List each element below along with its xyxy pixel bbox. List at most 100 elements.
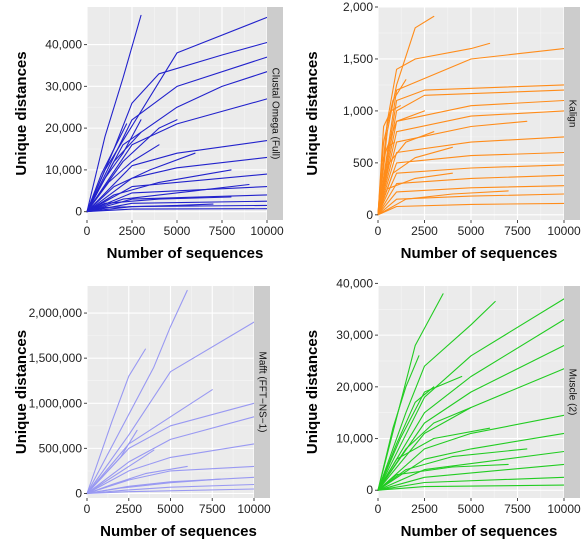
x-tick-label: 10000: [237, 502, 271, 516]
series-line-19: [86, 144, 160, 213]
facet-strip: [564, 286, 580, 498]
x-tick-label: 5000: [164, 224, 191, 238]
series-line-13: [377, 386, 435, 491]
series-line-1: [86, 14, 142, 213]
series-line-2: [377, 42, 491, 216]
series-line-11: [86, 173, 268, 213]
y-tick-label: 1,000,000: [29, 396, 83, 410]
series-line-18: [377, 131, 435, 216]
chart-panel-3: Mafft (FFT−NS−1) 0 2500 5000 7500 10000 0 500,0…: [13, 286, 271, 540]
x-tick-label: 5000: [458, 502, 485, 516]
series-line-11: [86, 488, 255, 495]
series-line-7: [377, 414, 565, 491]
series-line-3: [86, 348, 146, 495]
series-line-10: [86, 483, 255, 495]
x-tick-label: 10000: [547, 224, 581, 238]
chart-panel-4: Muscle (2) 0 2500 5000 7500 10000 0 10,000 20,00…: [304, 276, 581, 540]
y-tick-label: 40,000: [336, 276, 373, 290]
series-line-13: [86, 449, 155, 495]
y-tick-label: 30,000: [45, 79, 82, 93]
series-line-17: [86, 119, 142, 213]
series-line-12: [377, 484, 565, 491]
y-axis-title: Unique distances: [304, 330, 321, 454]
series-line-16: [86, 208, 268, 213]
series-line-15: [377, 202, 565, 216]
series-line-9: [377, 136, 565, 216]
series-line-20: [377, 172, 453, 216]
series-line-3: [377, 298, 565, 491]
facet-strip: [267, 7, 283, 220]
series-line-21: [86, 169, 232, 213]
series-line-10: [86, 156, 268, 213]
x-tick-label: 0: [375, 502, 382, 516]
x-tick-label: 2500: [411, 224, 438, 238]
x-tick-label: 0: [84, 502, 91, 516]
x-tick-label: 7500: [504, 224, 531, 238]
y-tick-label: 2,000,000: [29, 306, 83, 320]
series-line-21: [377, 190, 509, 216]
y-tick-label: 0: [75, 486, 82, 500]
x-tick-label: 2500: [411, 502, 438, 516]
series-line-11: [377, 476, 565, 491]
x-tick-label: 7500: [504, 502, 531, 516]
series-line-17: [377, 110, 426, 216]
y-tick-label: 500: [353, 156, 373, 170]
series-line-4: [86, 389, 213, 495]
series-line-9: [86, 140, 268, 213]
series-line-6: [377, 99, 565, 216]
y-tick-label: 0: [366, 483, 373, 497]
series-line-14: [377, 375, 463, 491]
series-line-9: [377, 450, 565, 491]
x-axis-title: Number of sequences: [401, 245, 558, 262]
x-axis-title: Number of sequences: [100, 523, 257, 540]
y-tick-label: 1,500,000: [29, 351, 83, 365]
x-tick-label: 0: [84, 224, 91, 238]
series-line-14: [86, 200, 268, 213]
series-line-12: [86, 429, 138, 495]
x-tick-label: 5000: [157, 502, 184, 516]
series-line-15: [86, 478, 222, 495]
y-tick-label: 10,000: [336, 432, 373, 446]
x-tick-label: 0: [375, 224, 382, 238]
series-line-4: [377, 84, 565, 216]
series-line-20: [86, 152, 196, 213]
series-line-1: [377, 293, 444, 491]
series-line-23: [377, 141, 396, 216]
series-line-12: [377, 174, 565, 216]
series-line-23: [86, 196, 232, 213]
facet-label: Clustal Omega (Full): [269, 68, 280, 160]
series-line-14: [86, 465, 188, 495]
series-line-8: [377, 120, 528, 216]
series-line-13: [377, 185, 565, 216]
y-axis-title: Unique distances: [13, 51, 30, 175]
series-line-4: [377, 319, 565, 491]
series-line-12: [86, 186, 268, 213]
series-line-2: [86, 321, 255, 495]
series-line-4: [86, 56, 268, 213]
y-tick-label: 1,000: [343, 104, 373, 118]
x-axis-title: Number of sequences: [401, 523, 558, 540]
y-tick-label: 0: [75, 205, 82, 219]
series-line-17: [377, 448, 528, 491]
series-line-19: [377, 355, 420, 491]
y-tick-label: 30,000: [336, 328, 373, 342]
facet-strip: [564, 7, 580, 220]
series-line-15: [377, 406, 472, 491]
facet-strip: [254, 286, 270, 498]
series-line-6: [86, 416, 255, 495]
x-tick-label: 2500: [119, 224, 146, 238]
series-line-6: [86, 98, 268, 213]
y-axis-title: Unique distances: [304, 51, 321, 175]
series-line-10: [377, 463, 565, 491]
y-tick-label: 20,000: [336, 380, 373, 394]
series-line-14: [377, 193, 565, 216]
x-tick-label: 10000: [250, 224, 284, 238]
facet-label: Mafft (FFT−NS−1): [256, 352, 267, 433]
series-line-24: [86, 203, 214, 213]
facet-label: Kalign: [566, 100, 577, 128]
y-tick-label: 2,000: [343, 0, 373, 14]
x-tick-label: 5000: [458, 224, 485, 238]
series-line-18: [377, 463, 509, 491]
x-tick-label: 7500: [209, 224, 236, 238]
